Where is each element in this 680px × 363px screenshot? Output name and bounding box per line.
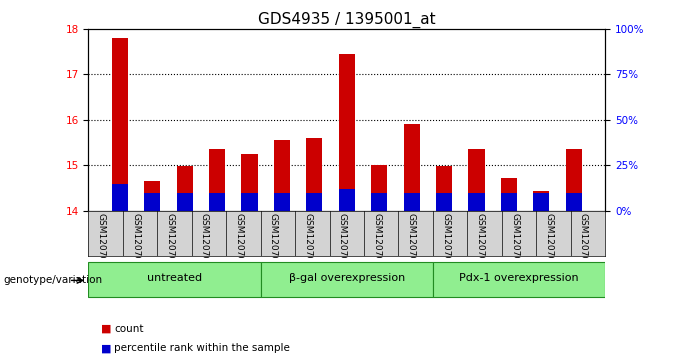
Bar (433, 262, 605, 297)
Text: GSM1207011: GSM1207011 (545, 213, 554, 273)
Text: GSM1207012: GSM1207012 (235, 213, 243, 273)
Bar (371, 165, 388, 211)
Bar (209, 149, 225, 211)
Text: ■: ■ (101, 323, 111, 334)
Text: GSM1207004: GSM1207004 (303, 213, 312, 273)
Bar (260, 262, 433, 297)
Bar (403, 124, 420, 211)
Text: ■: ■ (101, 343, 111, 354)
Bar (112, 38, 128, 211)
Text: Pdx-1 overexpression: Pdx-1 overexpression (459, 273, 579, 283)
Bar (533, 193, 549, 211)
Bar (469, 193, 485, 211)
Bar (274, 140, 290, 211)
Bar (241, 193, 258, 211)
Text: GSM1207000: GSM1207000 (97, 213, 105, 273)
Text: GSM1207002: GSM1207002 (441, 213, 450, 273)
Bar (241, 154, 258, 211)
Text: β-gal overexpression: β-gal overexpression (289, 273, 405, 283)
Bar (436, 166, 452, 211)
Bar (339, 189, 355, 211)
Bar (566, 193, 581, 211)
Bar (209, 193, 225, 211)
Text: GSM1207014: GSM1207014 (579, 213, 588, 273)
Bar (306, 138, 322, 211)
Text: GSM1207006: GSM1207006 (165, 213, 175, 273)
Bar (371, 193, 388, 211)
Text: GSM1207013: GSM1207013 (407, 213, 415, 273)
Text: GSM1207001: GSM1207001 (269, 213, 278, 273)
Text: GSM1207007: GSM1207007 (338, 213, 347, 273)
Bar (274, 193, 290, 211)
Bar (436, 193, 452, 211)
Bar (88, 262, 260, 297)
Text: GSM1207005: GSM1207005 (475, 213, 485, 273)
Bar (339, 54, 355, 211)
Text: percentile rank within the sample: percentile rank within the sample (114, 343, 290, 354)
Text: count: count (114, 323, 143, 334)
Text: GSM1207008: GSM1207008 (510, 213, 519, 273)
Bar (112, 184, 128, 211)
Bar (500, 178, 517, 211)
Bar (403, 193, 420, 211)
Bar (469, 149, 485, 211)
Text: GSM1207009: GSM1207009 (200, 213, 209, 273)
Text: genotype/variation: genotype/variation (3, 275, 103, 285)
Bar (566, 149, 581, 211)
Bar (533, 191, 549, 211)
Text: untreated: untreated (147, 273, 202, 283)
Text: GSM1207003: GSM1207003 (131, 213, 140, 273)
Bar (177, 193, 193, 211)
Bar (500, 193, 517, 211)
Bar (306, 193, 322, 211)
Title: GDS4935 / 1395001_at: GDS4935 / 1395001_at (258, 12, 436, 28)
Bar (144, 181, 160, 211)
Bar (144, 193, 160, 211)
Bar (177, 166, 193, 211)
Text: GSM1207010: GSM1207010 (372, 213, 381, 273)
